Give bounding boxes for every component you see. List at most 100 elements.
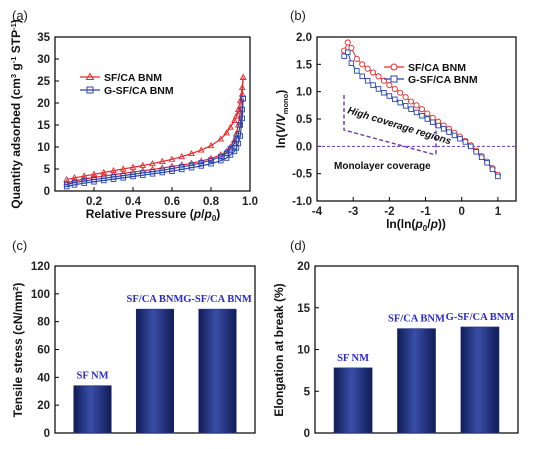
series-a-sfca-point: [236, 97, 244, 104]
series-b-gsfca-point: [413, 109, 420, 116]
series-a-sfca-point: [188, 149, 195, 157]
chart-b-y-tick-label: 1.5: [296, 59, 313, 71]
series-b-gsfca-point: [381, 90, 387, 96]
series-b-gsfca-point: [419, 112, 425, 119]
series-a-sfca-point: [238, 83, 246, 91]
chart-a-y-axis-label: Quantity adsorbed (cm3 g-1 STP-1): [9, 19, 23, 209]
panel-label-c: (c): [12, 238, 27, 253]
chart-a-frame: [54, 36, 251, 192]
legend-marker-sfca: [85, 72, 95, 80]
chart-a-legend: SF/CA BNM G-SF/CA BNM: [80, 72, 174, 97]
chart-a-x-tick-label: 0.6: [164, 196, 180, 208]
series-a-gsfca-point: [130, 171, 136, 178]
series-a-gsfca-point: [178, 164, 185, 170]
legend-b-label-gsfca: G-SF/CA BNM: [408, 74, 478, 86]
series-b-sfca-point: [391, 85, 398, 92]
legend-b-marker-gsfca: [390, 75, 398, 83]
legend-label-sfca: SF/CA BNM: [104, 72, 162, 84]
series-b-gsfca-point: [402, 103, 409, 109]
series-a-gsfca-point: [227, 146, 234, 152]
series-a-gsfca-point: [208, 160, 214, 167]
series-a-gsfca-point: [235, 131, 242, 137]
series-a-sfca-point: [100, 168, 108, 175]
chart-b-x-axis-label: ln(ln(p0/p)): [386, 217, 446, 233]
series-a-sfca-point: [227, 123, 234, 130]
chart-c-y-tick-label: 40: [37, 372, 50, 384]
series-a-sfca-point: [158, 157, 166, 164]
series-b-gsfca-point: [354, 68, 360, 74]
chart-c-tensile-stress: 0 20 40 60 80 100 120 SF NM SF/CA BNM G-SF/CA BN…: [11, 261, 256, 440]
series-b-sfca-point: [348, 44, 355, 51]
chart-b-y-tick-label: -0.5: [292, 169, 312, 181]
chart-a-x-tick-label: 0.2: [86, 196, 102, 208]
chart-d-y-tick-label: 20: [297, 261, 310, 273]
series-b-sfca-point: [353, 55, 360, 62]
series-a-gsfca-point: [208, 157, 214, 163]
series-a-sfca-point: [197, 146, 205, 153]
series-b-sfca-point: [386, 82, 393, 89]
chart-c-y-tick-label: 120: [31, 261, 50, 273]
series-a-gsfca-point: [169, 165, 175, 172]
series-b-gsfca-point: [484, 159, 490, 166]
legend-b-marker-sfca: [390, 63, 398, 71]
series-a-gsfca-point: [237, 122, 243, 128]
chart-d-bar: [397, 328, 436, 434]
series-b-gsfca-point: [473, 149, 479, 155]
series-b-sfca-point: [402, 94, 409, 101]
series-a-gsfca-point: [110, 174, 117, 180]
series-b-sfca-point: [359, 61, 366, 68]
chart-c-ticks: 0 20 40 60 80 100 120: [31, 261, 59, 440]
series-a-gsfca-point: [223, 150, 230, 156]
chart-d-bar: [460, 326, 500, 434]
chart-a-y-tick-label: 25: [37, 76, 50, 88]
series-a-sfca-point: [129, 163, 137, 170]
series-a-sfca-point: [71, 174, 78, 181]
chart-a-y-tick-label: 20: [37, 98, 50, 110]
series-b-sfca-point: [375, 73, 382, 80]
series-b-sfca-point: [408, 98, 415, 105]
series-a-gsfca-point: [240, 95, 246, 102]
series-b-gsfca-point: [370, 82, 376, 88]
chart-a-y-tick-label: 5: [44, 164, 51, 176]
series-b-gsfca-point: [440, 126, 447, 132]
chart-c-bar-label: SF/CA BNM: [127, 294, 184, 305]
series-b-gsfca-point: [392, 96, 398, 103]
chart-d-bar: [333, 367, 373, 434]
series-a-gsfca-point: [217, 153, 224, 160]
series-a-gsfca-point: [71, 179, 78, 186]
series-b-gsfca-point: [451, 132, 458, 139]
series-a-gsfca-point: [217, 157, 224, 164]
series-a-sfca-point: [168, 155, 176, 162]
chart-b-y-tick-label: 0.0: [296, 141, 312, 153]
series-a-sfca-point: [149, 159, 156, 167]
series-b-sfca-point: [413, 102, 420, 109]
series-b-gsfca-point: [430, 119, 436, 126]
chart-d-bar-label: SF NM: [337, 353, 369, 364]
chart-b-x-tick-label: -3: [348, 206, 358, 218]
series-b-gsfca-point: [457, 135, 463, 142]
chart-a-y-tick-label: 0: [44, 186, 50, 198]
series-a-gsfca-point: [188, 162, 195, 168]
chart-d-y-axis-label: Elongation at break (%): [272, 283, 286, 416]
series-a-sfca-point: [217, 135, 225, 142]
chart-b-x-tick-label: -1: [420, 206, 431, 218]
series-a-gsfca-point: [91, 176, 97, 183]
series-a-gsfca-point: [81, 178, 87, 184]
panel-label-a: (a): [12, 8, 28, 23]
series-a-gsfca-point: [63, 181, 70, 188]
series-a-gsfca-point: [159, 167, 165, 174]
chart-b-x-tick-label: 0: [459, 206, 465, 218]
series-a-sfca-point: [178, 152, 186, 160]
series-a-gsfca-point: [149, 168, 156, 175]
series-b-gsfca-point: [359, 73, 365, 80]
chart-a-x-tick-label: 0.4: [125, 196, 142, 208]
legend-b-label-sfca: SF/CA BNM: [408, 62, 466, 74]
chart-c-y-tick-label: 80: [37, 317, 50, 329]
series-a-sfca-point: [239, 73, 247, 80]
chart-c-y-tick-label: 60: [37, 345, 50, 357]
chart-b-frenkel-halsey-hill: -4 -3 -2 -1 0 1-1.0-0.50.00.51.01.52.0 High c…: [274, 32, 517, 233]
chart-c-y-tick-label: 100: [31, 289, 50, 301]
chart-b-y-tick-label: 2.0: [296, 32, 312, 44]
chart-b-legend: SF/CA BNM G-SF/CA BNM: [384, 62, 478, 86]
series-b-gsfca-point: [364, 77, 371, 84]
